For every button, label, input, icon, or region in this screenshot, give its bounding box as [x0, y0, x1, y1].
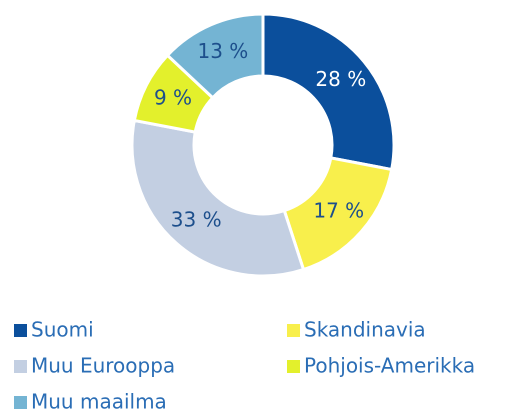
legend-swatch: [14, 360, 27, 373]
legend-label: Muu Eurooppa: [31, 354, 175, 378]
data-label: 28 %: [315, 67, 366, 91]
legend-label: Muu maailma: [31, 390, 167, 412]
data-label: 13 %: [197, 39, 248, 63]
legend-label: Suomi: [31, 318, 94, 342]
legend-label: Skandinavia: [304, 318, 426, 342]
legend-swatch: [287, 324, 300, 337]
legend-swatch: [287, 360, 300, 373]
donut-slice: [261, 12, 396, 172]
donut-slice: [130, 118, 306, 278]
legend-label: Pohjois-Amerikka: [304, 354, 475, 378]
data-label: 33 %: [171, 207, 222, 231]
donut-slice: [165, 12, 265, 100]
legend-swatch: [14, 324, 27, 337]
data-label: 17 %: [313, 198, 364, 222]
data-label: 9 %: [154, 86, 192, 110]
legend-swatch: [14, 396, 27, 409]
